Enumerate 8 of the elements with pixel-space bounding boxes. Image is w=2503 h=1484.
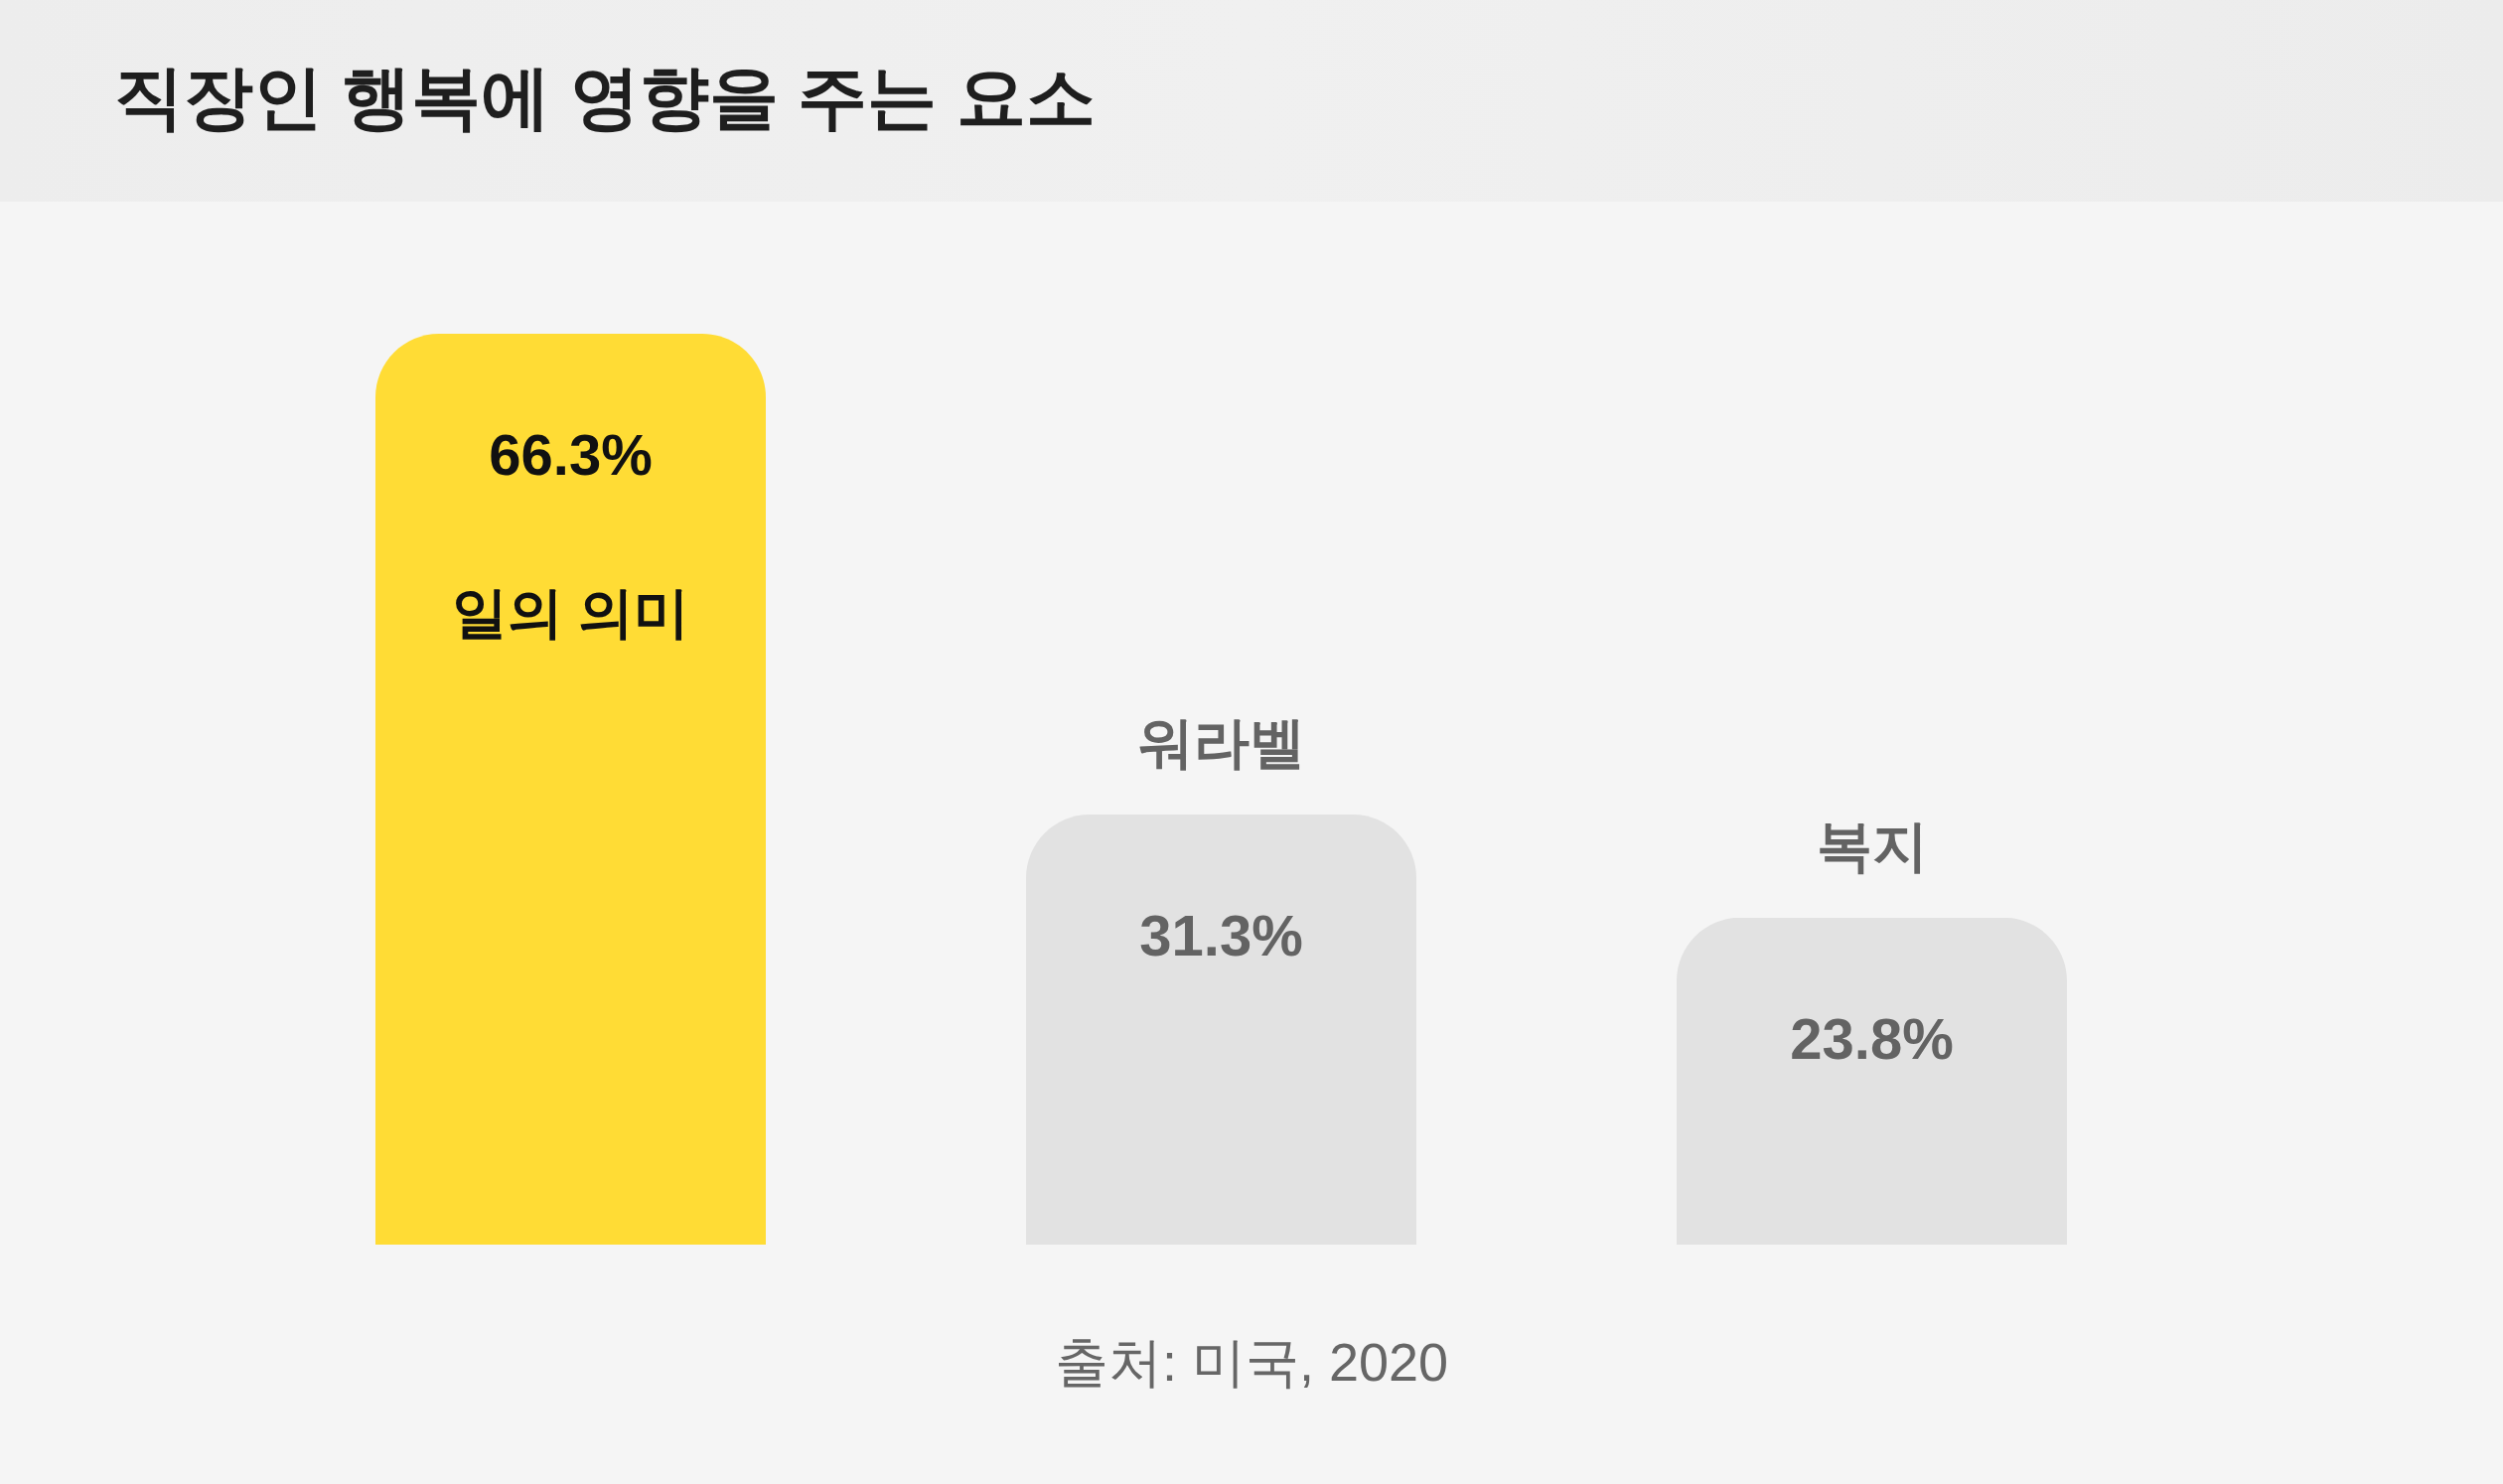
x-tick-label: 일의 의미 [451, 581, 690, 644]
source-note: 출처: 미국, 2020 [1053, 1331, 1450, 1394]
chart-title: 직장인 행복에 영향을 주는 요소 [114, 58, 1096, 138]
data-label: 31.3% [1139, 903, 1303, 968]
x-tick-label: 복지 [1816, 814, 1928, 877]
x-tick-label: 워라벨 [1137, 711, 1305, 775]
data-label: 23.8% [1790, 1005, 1954, 1071]
data-label: 66.3% [489, 422, 653, 487]
